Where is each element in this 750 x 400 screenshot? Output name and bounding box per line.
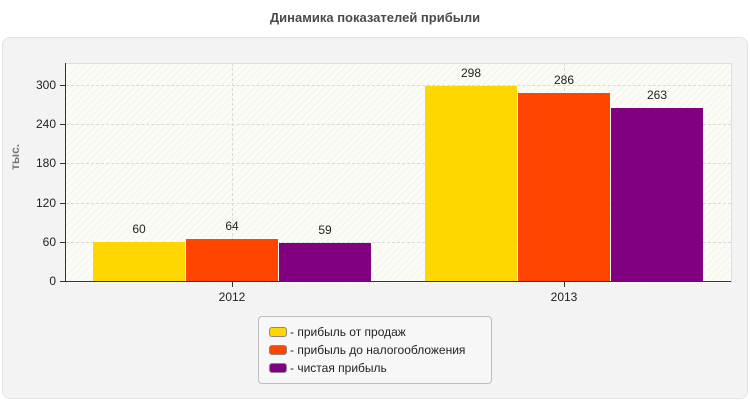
bar-2013-sales-profit[interactable] bbox=[425, 86, 517, 282]
value-label: 286 bbox=[553, 73, 575, 87]
y-tick-label: 0 bbox=[49, 274, 56, 288]
y-tick bbox=[60, 242, 65, 243]
gridline-180 bbox=[66, 163, 731, 164]
legend-swatch-icon bbox=[269, 363, 287, 373]
y-tick bbox=[60, 124, 65, 125]
vgridline-2012 bbox=[232, 63, 233, 281]
bar-2012-net-profit[interactable] bbox=[279, 243, 371, 282]
gridline-300 bbox=[66, 85, 731, 86]
chart-title: Динамика показателей прибыли bbox=[269, 10, 481, 25]
value-label: 64 bbox=[225, 219, 239, 233]
legend-item-pretax-profit[interactable]: - прибыль до налогообложения bbox=[269, 342, 465, 358]
legend-label: - прибыль до налогообложения bbox=[290, 343, 466, 357]
legend-swatch-icon bbox=[269, 345, 287, 355]
legend-label: - прибыль от продаж bbox=[290, 325, 406, 339]
value-label: 60 bbox=[132, 222, 146, 236]
y-tick-label: 120 bbox=[35, 196, 56, 210]
bar-2013-net-profit[interactable] bbox=[611, 108, 703, 282]
y-tick-label: 180 bbox=[35, 156, 56, 170]
x-tick bbox=[232, 282, 233, 287]
value-label: 298 bbox=[460, 66, 482, 80]
value-label: 59 bbox=[318, 223, 332, 237]
y-tick bbox=[60, 163, 65, 164]
y-tick-label: 300 bbox=[35, 78, 56, 92]
legend-swatch-icon bbox=[269, 327, 287, 337]
y-tick-label: 60 bbox=[42, 235, 56, 249]
x-tick-label: 2012 bbox=[218, 290, 246, 304]
y-tick bbox=[60, 281, 65, 282]
bar-2013-pretax-profit[interactable] bbox=[518, 93, 610, 282]
y-axis-title: тыс. bbox=[8, 143, 22, 170]
x-tick-label: 2013 bbox=[550, 290, 578, 304]
y-tick-label: 240 bbox=[35, 117, 56, 131]
value-label: 263 bbox=[646, 88, 668, 102]
y-tick bbox=[60, 203, 65, 204]
bar-2012-pretax-profit[interactable] bbox=[186, 239, 278, 282]
gridline-240 bbox=[66, 124, 731, 125]
legend-item-sales-profit[interactable]: - прибыль от продаж bbox=[269, 324, 406, 340]
legend-label: - чистая прибыль bbox=[290, 361, 387, 375]
bar-2012-sales-profit[interactable] bbox=[93, 242, 185, 282]
gridline-120 bbox=[66, 203, 731, 204]
legend: - прибыль от продаж - прибыль до налогоо… bbox=[258, 316, 492, 384]
x-tick bbox=[564, 282, 565, 287]
gridline-60 bbox=[66, 242, 731, 243]
y-axis bbox=[65, 63, 66, 282]
legend-item-net-profit[interactable]: - чистая прибыль bbox=[269, 360, 387, 376]
y-tick bbox=[60, 85, 65, 86]
x-axis bbox=[65, 281, 731, 282]
